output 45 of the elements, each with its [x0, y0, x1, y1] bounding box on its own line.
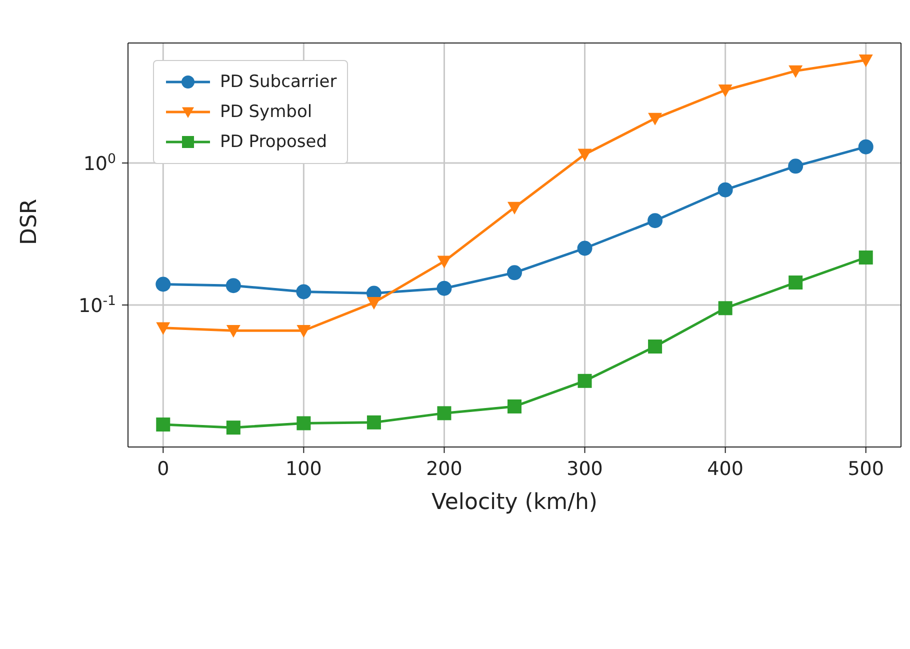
point — [296, 416, 311, 430]
point — [296, 325, 311, 338]
point — [788, 276, 803, 290]
legend-label: PD Proposed — [220, 132, 328, 152]
x-tick-label: 500 — [848, 458, 884, 480]
point — [578, 148, 592, 162]
point — [156, 418, 170, 432]
y-tick-label: 10$^{-1}$ — [78, 294, 116, 317]
point — [578, 374, 592, 388]
point — [788, 158, 804, 174]
point — [858, 250, 873, 265]
point — [437, 406, 452, 420]
y-axis-title: DSR — [16, 198, 42, 245]
legend-label: PD Symbol — [220, 102, 312, 122]
point — [718, 301, 732, 316]
point — [226, 420, 240, 435]
point — [436, 280, 452, 296]
point — [156, 322, 170, 335]
x-tick-label: 200 — [426, 458, 462, 480]
point — [858, 139, 874, 154]
point — [718, 182, 733, 198]
point — [156, 276, 171, 292]
point — [437, 256, 452, 268]
point — [648, 112, 662, 126]
point — [366, 296, 381, 310]
point — [508, 202, 522, 214]
point — [577, 240, 592, 256]
point — [788, 65, 803, 78]
x-tick-label: 400 — [707, 458, 744, 480]
point — [648, 213, 663, 228]
x-axis-title: Velocity (km/h) — [432, 490, 598, 515]
point — [507, 265, 522, 280]
point — [508, 399, 522, 414]
point — [226, 278, 241, 294]
point — [296, 284, 312, 300]
y-tick-label: 10$^{0}$ — [83, 152, 116, 176]
point — [858, 54, 873, 68]
x-tick-label: 0 — [157, 458, 170, 480]
legend-label: PD Subcarrier — [220, 72, 337, 92]
point — [366, 415, 381, 430]
x-tick-label: 100 — [286, 458, 322, 480]
point — [718, 84, 732, 98]
point — [648, 340, 662, 354]
point — [226, 325, 240, 338]
x-tick-label: 300 — [566, 458, 603, 480]
